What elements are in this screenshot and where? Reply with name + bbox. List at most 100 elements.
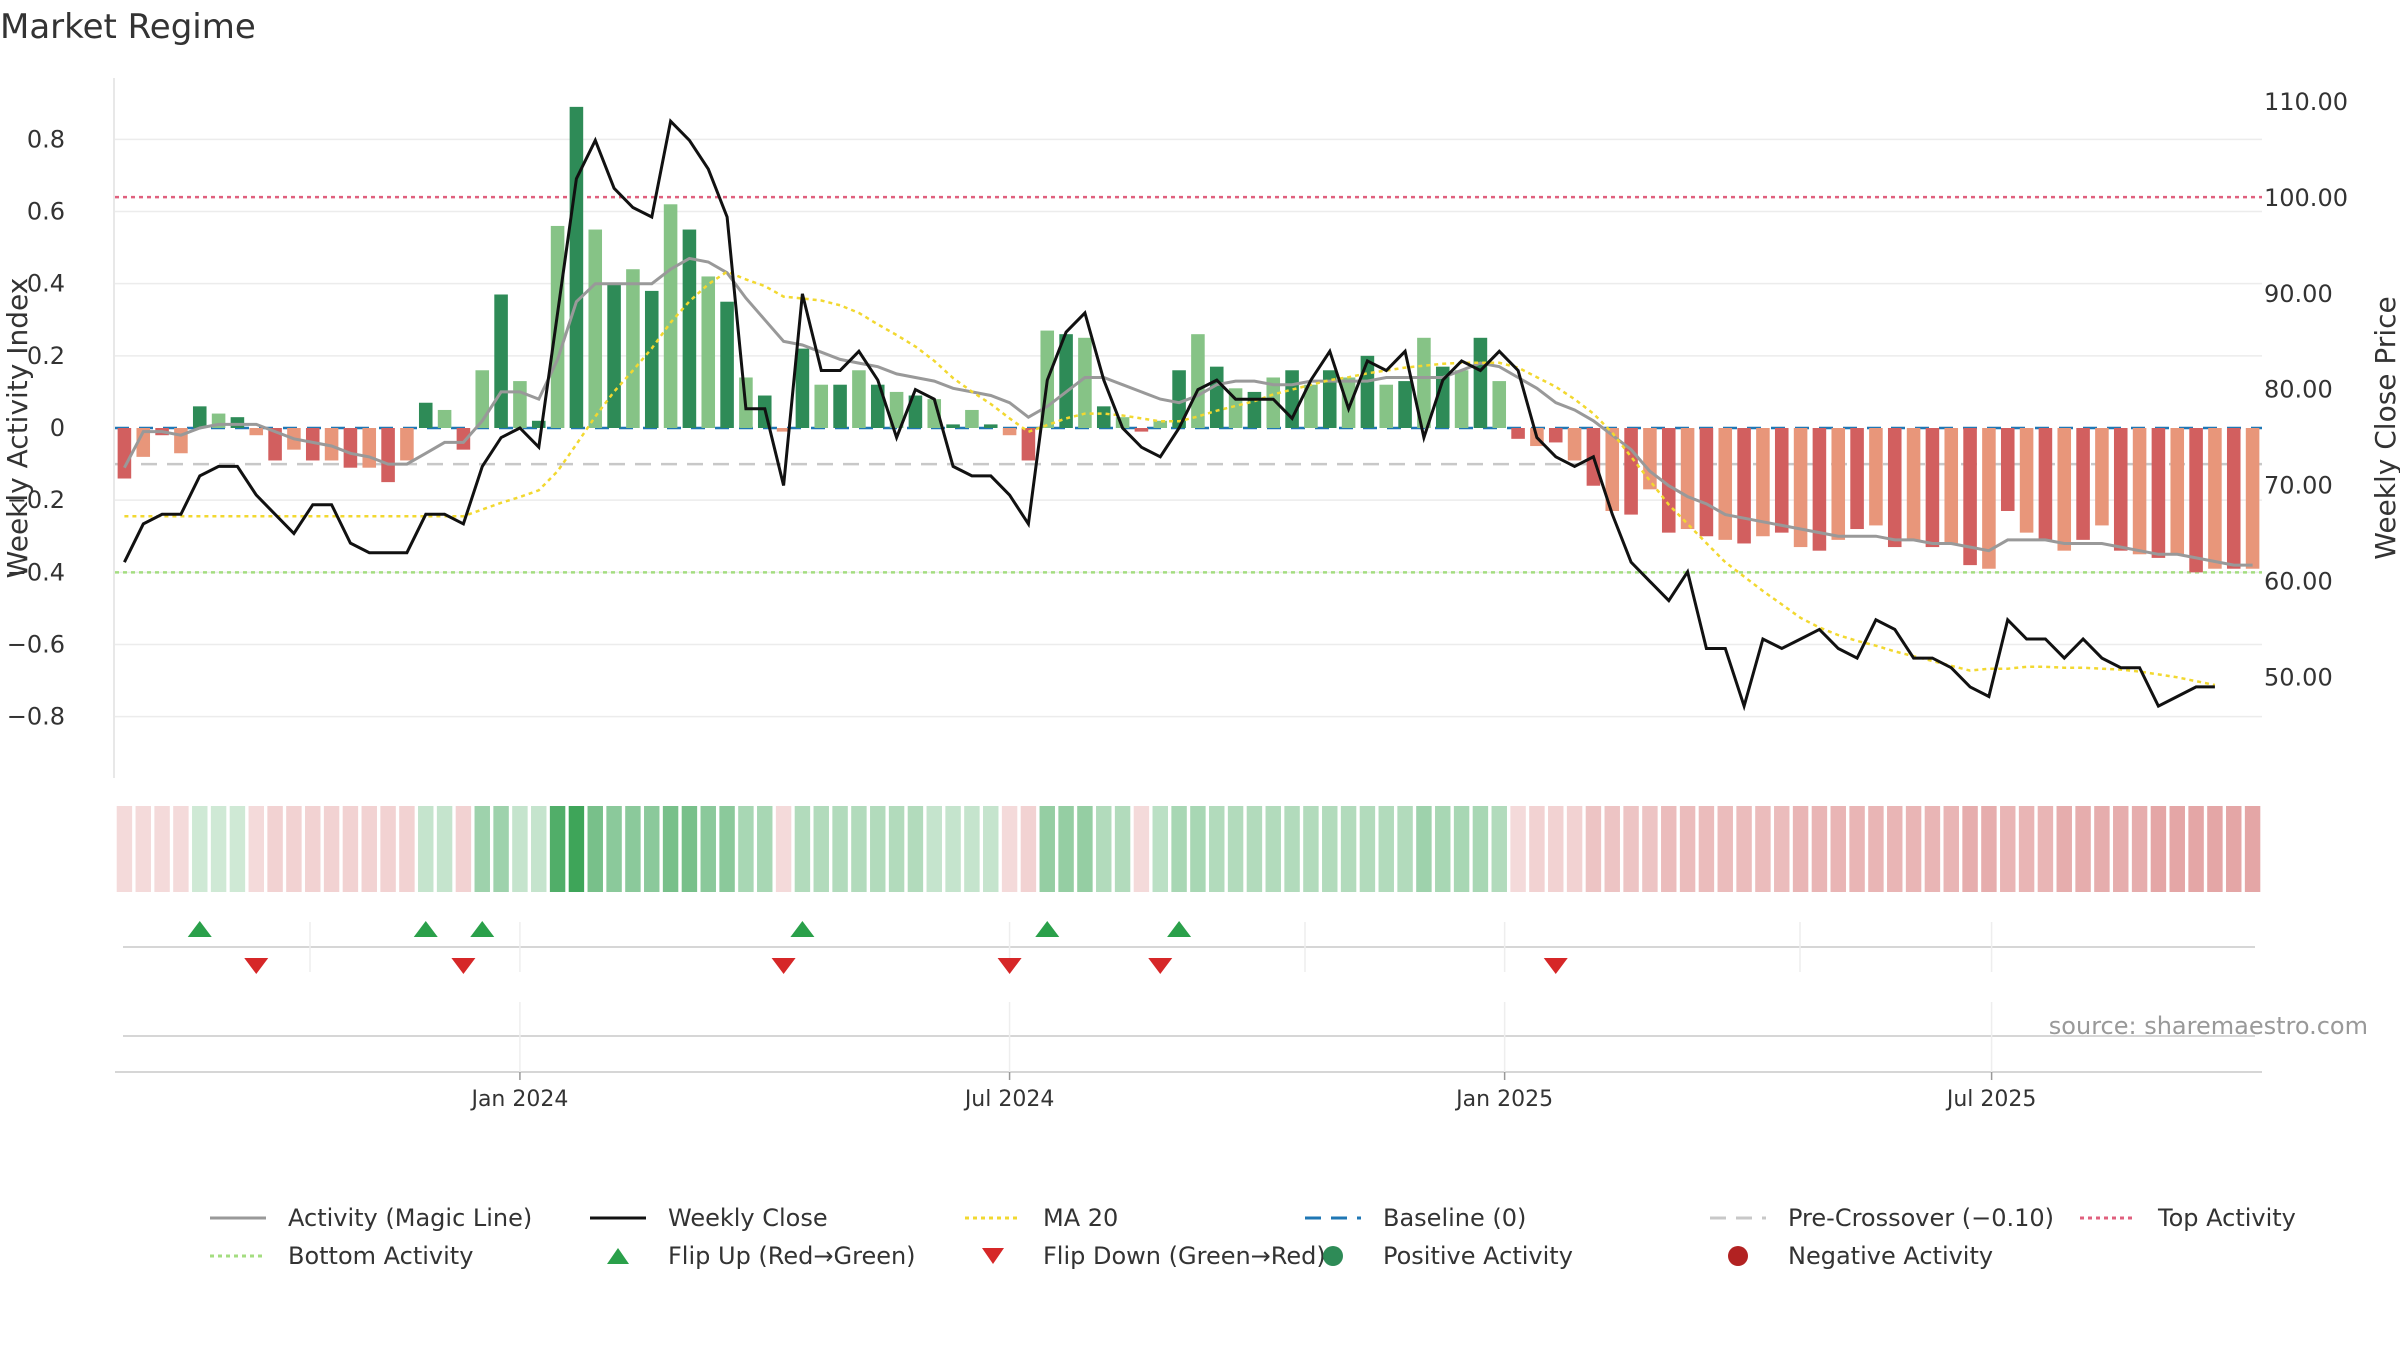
regime-cell <box>1416 806 1432 892</box>
legend: Activity (Magic Line) Weekly Close MA 20 Ba… <box>210 1200 2330 1280</box>
regime-cell <box>1849 806 1865 892</box>
regime-cell <box>1981 806 1997 892</box>
legend-item-top-activity: Top Activity <box>2080 1200 2296 1236</box>
activity-bar <box>305 428 320 461</box>
activity-bar <box>1209 366 1224 428</box>
regime-cell <box>983 806 999 892</box>
regime-cell <box>1472 806 1489 892</box>
regime-cell <box>907 806 924 892</box>
y-tick-label-right: 70.00 <box>2264 472 2333 500</box>
activity-bar <box>588 229 603 428</box>
regime-cell <box>2131 806 2148 892</box>
regime-cell <box>681 806 698 892</box>
regime-cell <box>1114 806 1131 892</box>
regime-cell <box>1548 806 1564 892</box>
regime-cell <box>1058 806 1074 892</box>
regime-cell <box>1510 806 1526 892</box>
activity-bar <box>1812 428 1827 551</box>
regime-strip <box>116 806 2261 892</box>
activity-bar <box>531 420 546 428</box>
flip-down-marker <box>451 958 476 974</box>
regime-cell <box>1322 806 1338 892</box>
regime-cell <box>267 806 283 892</box>
y-tick-label-right: 80.00 <box>2264 376 2333 404</box>
regime-cell <box>549 806 566 892</box>
activity-bar <box>1341 377 1356 428</box>
regime-cell <box>1642 806 1658 892</box>
legend-swatch <box>210 1254 266 1258</box>
y-tick-label-left: 0 <box>50 414 65 442</box>
regime-cell <box>1209 806 1225 892</box>
regime-cell <box>154 806 170 892</box>
regime-cell <box>512 806 528 892</box>
y-tick-label-left: 0.6 <box>27 198 65 226</box>
activity-bar <box>965 409 979 428</box>
legend-item-bottom-activity: Bottom Activity <box>210 1238 473 1274</box>
flip-down-marker <box>244 958 269 974</box>
activity-bar <box>1718 428 1733 540</box>
regime-cell <box>1133 806 1150 892</box>
regime-cell <box>1679 806 1696 892</box>
regime-cell <box>1096 806 1112 892</box>
activity-bars <box>117 106 2260 573</box>
activity-bar <box>2151 428 2166 558</box>
activity-bar <box>1096 406 1111 428</box>
activity-bar <box>550 225 565 428</box>
regime-cell <box>1359 806 1376 892</box>
activity-bar <box>1699 428 1714 537</box>
legend-label: Positive Activity <box>1383 1242 1573 1270</box>
activity-bar <box>362 428 377 468</box>
regime-cell <box>493 806 509 892</box>
regime-cell <box>399 806 415 892</box>
regime-cell <box>1340 806 1357 892</box>
regime-cell <box>1623 806 1639 892</box>
regime-cell <box>436 806 453 892</box>
activity-bar <box>1737 428 1751 544</box>
regime-cell <box>1698 806 1715 892</box>
regime-cell <box>1943 806 1959 892</box>
activity-bar <box>644 290 659 428</box>
regime-cell <box>135 806 151 892</box>
activity-bar <box>230 417 245 428</box>
legend-swatch <box>1728 1246 1748 1266</box>
activity-bar <box>1831 428 1846 540</box>
activity-bar <box>1379 384 1394 428</box>
regime-cell <box>945 806 961 892</box>
activity-bar <box>1944 428 1959 544</box>
flip-up-marker <box>413 921 438 937</box>
regime-cell <box>1566 806 1583 892</box>
legend-swatch <box>965 1216 1021 1220</box>
regime-cell <box>1378 806 1394 892</box>
activity-bar <box>1473 337 1488 428</box>
x-tick-label: Jul 2025 <box>1945 1087 2037 1112</box>
flip-down-marker <box>1543 958 1568 974</box>
activity-bar <box>1172 370 1186 428</box>
regime-cell <box>2037 806 2054 892</box>
regime-cell <box>2226 806 2242 892</box>
legend-label: Top Activity <box>2158 1204 2296 1232</box>
activity-bar <box>2057 428 2072 551</box>
y-tick-label-left: −0.2 <box>7 486 65 514</box>
regime-cell <box>719 806 735 892</box>
legend-item-close-line: Weekly Close <box>590 1200 828 1236</box>
activity-bar <box>720 301 734 428</box>
activity-bar <box>2113 428 2128 551</box>
regime-cell <box>1039 806 1055 892</box>
y-tick-label-right: 50.00 <box>2264 663 2333 691</box>
regime-cell <box>2207 806 2223 892</box>
legend-label: Baseline (0) <box>1383 1204 1527 1232</box>
activity-bar <box>1492 381 1507 428</box>
x-tick-label: Jan 2025 <box>1454 1087 1553 1112</box>
activity-bar <box>2170 428 2185 555</box>
legend-label: MA 20 <box>1043 1204 1119 1232</box>
regime-cell <box>1265 806 1281 892</box>
regime-cell <box>1604 806 1620 892</box>
regime-cell <box>926 806 942 892</box>
activity-bar <box>2095 428 2109 526</box>
activity-bar <box>1756 428 1770 537</box>
activity-bar <box>682 229 697 428</box>
legend-label: Bottom Activity <box>288 1242 474 1270</box>
regime-cell <box>568 806 585 892</box>
regime-cell <box>2056 806 2072 892</box>
